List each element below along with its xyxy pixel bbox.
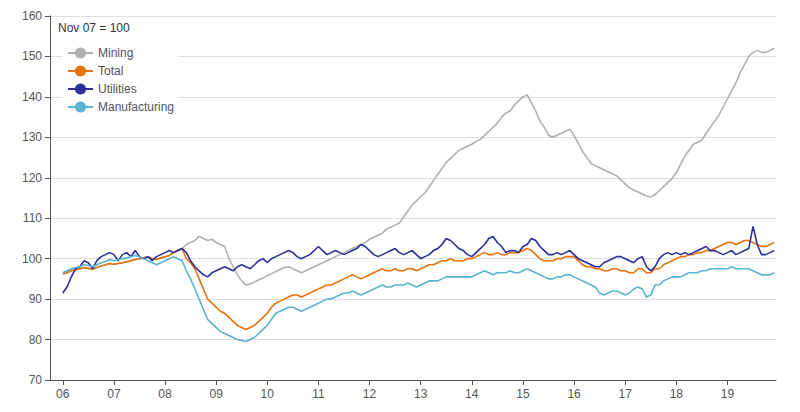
svg-text:19: 19	[721, 387, 735, 401]
svg-text:12: 12	[363, 387, 377, 401]
svg-text:130: 130	[22, 130, 42, 144]
svg-text:Utilities: Utilities	[98, 82, 137, 96]
svg-text:Total: Total	[98, 64, 123, 78]
svg-text:100: 100	[22, 252, 42, 266]
svg-text:06: 06	[56, 387, 70, 401]
svg-text:11: 11	[312, 387, 325, 401]
svg-text:90: 90	[29, 292, 43, 306]
svg-text:09: 09	[209, 387, 223, 401]
svg-text:15: 15	[516, 387, 530, 401]
svg-text:08: 08	[158, 387, 172, 401]
svg-text:Manufacturing: Manufacturing	[98, 100, 174, 114]
svg-text:10: 10	[261, 387, 275, 401]
svg-text:70: 70	[29, 373, 43, 387]
svg-text:14: 14	[465, 387, 479, 401]
svg-text:16: 16	[567, 387, 581, 401]
svg-text:18: 18	[670, 387, 684, 401]
svg-text:140: 140	[22, 90, 42, 104]
svg-text:80: 80	[29, 333, 43, 347]
svg-text:17: 17	[618, 387, 632, 401]
svg-text:07: 07	[107, 387, 121, 401]
svg-text:150: 150	[22, 49, 42, 63]
svg-text:110: 110	[23, 211, 42, 225]
svg-text:120: 120	[22, 171, 42, 185]
svg-text:13: 13	[414, 387, 428, 401]
svg-text:Mining: Mining	[98, 46, 133, 60]
svg-text:Nov 07 = 100: Nov 07 = 100	[58, 21, 130, 35]
svg-text:160: 160	[22, 9, 42, 23]
